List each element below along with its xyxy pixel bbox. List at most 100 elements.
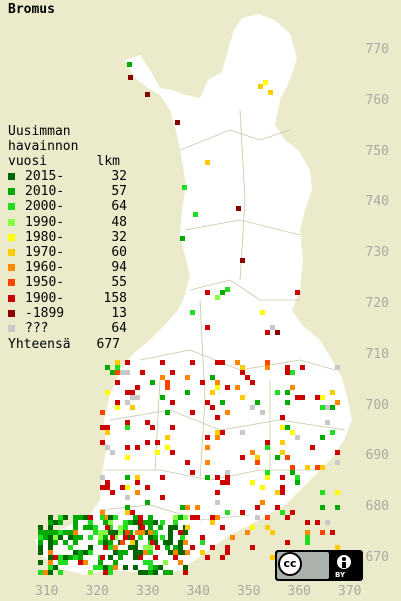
observation-square bbox=[48, 560, 53, 565]
observation-square bbox=[150, 380, 155, 385]
legend-year-label: 2000- bbox=[25, 199, 65, 215]
observation-square bbox=[68, 555, 73, 560]
observation-square bbox=[143, 550, 148, 555]
legend-row: 1950- 55 bbox=[8, 275, 127, 290]
legend-total-label: Yhteensä bbox=[8, 337, 71, 353]
observation-square bbox=[148, 565, 153, 570]
observation-square bbox=[103, 515, 108, 520]
observation-square bbox=[190, 310, 195, 315]
observation-square bbox=[168, 525, 173, 530]
observation-square bbox=[225, 410, 230, 415]
observation-square bbox=[125, 425, 130, 430]
observation-square bbox=[155, 545, 160, 550]
legend-header-line-2: havainnon bbox=[8, 139, 79, 154]
observation-square bbox=[98, 565, 103, 570]
observation-square bbox=[63, 515, 68, 520]
observation-square bbox=[230, 535, 235, 540]
legend-row: 1970- 60 bbox=[8, 245, 127, 260]
observation-square bbox=[103, 530, 108, 535]
observation-square bbox=[125, 530, 130, 535]
observation-square bbox=[265, 515, 270, 520]
observation-square bbox=[320, 490, 325, 495]
observation-square bbox=[48, 565, 53, 570]
legend-swatch bbox=[8, 233, 15, 241]
legend-swatch bbox=[8, 203, 15, 211]
observation-square bbox=[123, 565, 128, 570]
observation-square bbox=[225, 545, 230, 550]
observation-square bbox=[320, 405, 325, 410]
observation-square bbox=[113, 530, 118, 535]
observation-square bbox=[128, 75, 133, 80]
observation-square bbox=[295, 395, 300, 400]
observation-square bbox=[300, 395, 305, 400]
observation-square bbox=[115, 405, 120, 410]
observation-square bbox=[215, 435, 220, 440]
observation-square bbox=[63, 530, 68, 535]
observation-square bbox=[190, 545, 195, 550]
observation-square bbox=[183, 515, 188, 520]
observation-square bbox=[138, 520, 143, 525]
observation-square bbox=[185, 460, 190, 465]
observation-square bbox=[170, 450, 175, 455]
observation-square bbox=[125, 420, 130, 425]
observation-square bbox=[173, 550, 178, 555]
observation-square bbox=[135, 530, 140, 535]
observation-square bbox=[58, 560, 63, 565]
x-axis-label: 360 bbox=[287, 584, 311, 599]
observation-square bbox=[173, 555, 178, 560]
observation-square bbox=[93, 530, 98, 535]
observation-square bbox=[128, 530, 133, 535]
x-axis-label: 330 bbox=[136, 584, 160, 599]
observation-square bbox=[135, 475, 140, 480]
observation-square bbox=[78, 560, 83, 565]
observation-square bbox=[245, 375, 250, 380]
observation-square bbox=[305, 535, 310, 540]
observation-square bbox=[125, 510, 130, 515]
observation-square bbox=[160, 475, 165, 480]
legend-row: 2015- 32 bbox=[8, 169, 127, 184]
observation-square bbox=[260, 310, 265, 315]
observation-square bbox=[160, 395, 165, 400]
observation-square bbox=[240, 365, 245, 370]
observation-square bbox=[118, 550, 123, 555]
observation-square bbox=[135, 385, 140, 390]
observation-square bbox=[165, 410, 170, 415]
observation-square bbox=[88, 535, 93, 540]
legend-year-label: 1970- bbox=[25, 245, 65, 261]
observation-square bbox=[265, 330, 270, 335]
observation-square bbox=[165, 435, 170, 440]
legend-row: 1900- 158 bbox=[8, 291, 127, 306]
observation-square bbox=[113, 515, 118, 520]
observation-square bbox=[305, 520, 310, 525]
observation-square bbox=[68, 530, 73, 535]
observation-square bbox=[330, 430, 335, 435]
observation-square bbox=[145, 92, 150, 97]
observation-square bbox=[325, 420, 330, 425]
observation-square bbox=[138, 535, 143, 540]
observation-square bbox=[125, 475, 130, 480]
observation-square bbox=[225, 385, 230, 390]
observation-square bbox=[225, 470, 230, 475]
observation-square bbox=[280, 450, 285, 455]
observation-square bbox=[125, 390, 130, 395]
legend-year-label: -1899 bbox=[25, 305, 65, 321]
y-axis-label: 740 bbox=[365, 194, 389, 210]
observation-square bbox=[210, 405, 215, 410]
observation-square bbox=[108, 530, 113, 535]
observation-square bbox=[38, 525, 43, 530]
observation-square bbox=[175, 120, 180, 125]
observation-square bbox=[335, 450, 340, 455]
observation-square bbox=[108, 520, 113, 525]
observation-square bbox=[330, 405, 335, 410]
legend-swatch bbox=[8, 279, 15, 287]
observation-square bbox=[258, 84, 263, 89]
observation-square bbox=[118, 530, 123, 535]
y-axis-label: 700 bbox=[365, 397, 389, 413]
observation-square bbox=[290, 430, 295, 435]
observation-square bbox=[285, 540, 290, 545]
observation-square bbox=[58, 530, 63, 535]
observation-square bbox=[225, 480, 230, 485]
observation-square bbox=[250, 380, 255, 385]
observation-square bbox=[325, 520, 330, 525]
observation-square bbox=[148, 570, 153, 575]
